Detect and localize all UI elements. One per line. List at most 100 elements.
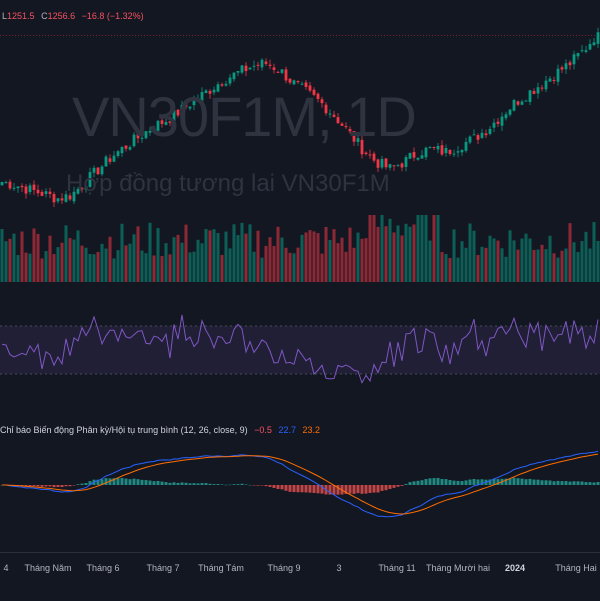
candle-body <box>444 148 448 154</box>
macd-histogram-bar <box>552 481 556 485</box>
candle <box>32 180 36 195</box>
volume-bar <box>136 226 140 282</box>
macd-histogram-bar <box>164 482 168 485</box>
macd-histogram-bar <box>256 485 260 486</box>
candle <box>100 165 104 177</box>
time-axis[interactable]: 4 Tháng Năm Tháng 6 Tháng 7 Tháng Tám Th… <box>0 552 600 601</box>
volume-bar <box>344 251 348 282</box>
candle-body <box>356 138 360 142</box>
candle-body <box>520 101 524 105</box>
volume-bar <box>576 252 580 282</box>
macd-histogram-bar <box>540 480 544 485</box>
volume-bar <box>452 229 456 282</box>
macd-histogram-bar <box>388 485 392 489</box>
candle-body <box>236 71 240 73</box>
volume-bar <box>4 241 8 282</box>
candle <box>244 62 248 77</box>
macd-histogram-bar <box>432 478 436 485</box>
macd-histogram-bar <box>572 481 576 485</box>
candle-body <box>176 109 180 116</box>
candle <box>564 59 568 75</box>
volume-bar <box>504 256 508 282</box>
candle-body <box>588 44 592 50</box>
candle-body <box>468 136 472 143</box>
volume-bar <box>572 242 576 282</box>
candle-body <box>552 80 556 82</box>
volume-bar <box>88 253 92 282</box>
volume-bar <box>492 238 496 282</box>
candle-body <box>172 110 176 124</box>
volume-bar <box>596 240 600 282</box>
macd-histogram-bar <box>316 485 320 494</box>
candle-body <box>220 84 224 86</box>
macd-histogram-bar <box>544 480 548 485</box>
volume-bar <box>300 234 304 282</box>
volume-bar <box>560 250 564 282</box>
volume-bar <box>396 225 400 282</box>
candle-body <box>512 99 516 111</box>
volume-bar <box>440 252 444 282</box>
candle <box>136 129 140 144</box>
candle <box>216 81 220 93</box>
candle-body <box>288 78 292 83</box>
candle <box>132 132 136 148</box>
macd-histogram-bar <box>304 485 308 493</box>
candle <box>364 151 368 156</box>
candle <box>96 167 100 176</box>
candle-body <box>280 69 284 73</box>
candle <box>64 190 68 203</box>
macd-histogram-bar <box>156 480 160 485</box>
candle <box>432 146 436 151</box>
candle-body <box>424 147 428 158</box>
candle-body <box>132 134 136 147</box>
volume-bar <box>520 238 524 282</box>
macd-histogram-bar <box>396 485 400 487</box>
volume-bar <box>420 215 424 282</box>
macd-histogram-bar <box>512 477 516 485</box>
macd-histogram-bar <box>236 484 240 485</box>
macd-histogram-bar <box>504 478 508 485</box>
candle-body <box>148 130 152 133</box>
candle-body <box>204 90 208 94</box>
macd-histogram-bar <box>348 485 352 494</box>
candle <box>352 131 356 146</box>
candle-body <box>492 122 496 128</box>
macd-histogram-bar <box>160 481 164 485</box>
candle-body <box>452 153 456 155</box>
volume-bar <box>36 233 40 282</box>
candle <box>36 184 40 197</box>
volume-bar <box>524 233 528 282</box>
macd-histogram-bar <box>472 479 476 485</box>
macd-histogram-bar <box>272 485 276 488</box>
candle-body <box>348 129 352 132</box>
candle-body <box>40 191 44 196</box>
volume-bar <box>404 223 408 282</box>
macd-histogram-bar <box>128 479 132 485</box>
candle <box>336 113 340 124</box>
candle <box>560 65 564 73</box>
volume-bar <box>384 226 388 282</box>
candle-body <box>464 141 468 151</box>
candle <box>340 122 344 126</box>
macd-histogram-bar <box>60 485 64 488</box>
candle <box>544 75 548 93</box>
volume-bar <box>272 246 276 282</box>
volume-bar <box>92 254 96 282</box>
candle <box>76 186 80 195</box>
volume-bar <box>180 242 184 282</box>
macd-histogram-bar <box>588 482 592 485</box>
macd-histogram-bar <box>308 485 312 493</box>
macd-histogram-bar <box>312 485 316 493</box>
candle-body <box>548 78 552 82</box>
macd-indicator-label[interactable]: Chỉ báo Biến động Phân kỳ/Hội tụ trung b… <box>0 425 248 435</box>
candle-body <box>92 167 96 173</box>
volume-bar <box>424 215 428 282</box>
volume-bar <box>248 224 252 282</box>
macd-legend[interactable]: Chỉ báo Biến động Phân kỳ/Hội tụ trung b… <box>0 425 320 435</box>
volume-bar <box>288 252 292 282</box>
macd-histogram-bar <box>80 483 84 485</box>
macd-histogram-bar <box>528 478 532 485</box>
volume-bar <box>592 222 596 282</box>
macd-histogram-bar <box>96 479 100 485</box>
